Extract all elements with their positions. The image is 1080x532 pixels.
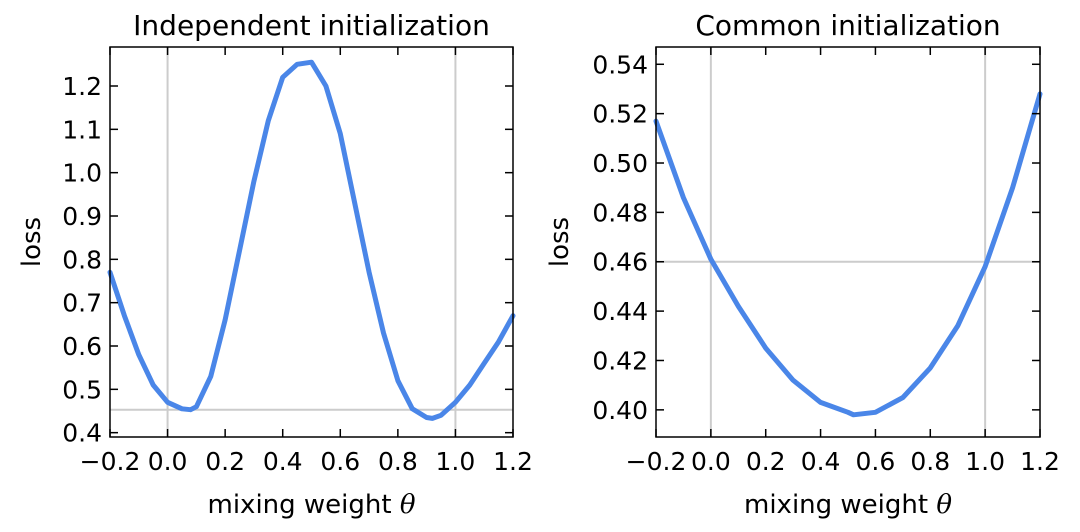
y-tick-label: 0.6: [62, 332, 102, 361]
y-tick-label: 0.7: [62, 289, 102, 318]
x-tick-label: 1.2: [1020, 447, 1060, 476]
y-tick-label: 0.50: [592, 149, 648, 178]
y-tick-label: 0.46: [592, 248, 648, 277]
y-tick-label: 1.1: [62, 115, 102, 144]
chart-title: Common initialization: [695, 9, 1000, 42]
x-tick-label: 0.8: [378, 447, 418, 476]
y-tick-label: 0.52: [592, 100, 648, 129]
y-tick-label: 0.42: [592, 346, 648, 375]
x-tick-label: 0.4: [263, 447, 303, 476]
series-line-loss: [107, 59, 516, 421]
series-line-loss: [653, 91, 1043, 418]
y-tick-label: 1.2: [62, 72, 102, 101]
x-tick-label: 0.0: [691, 447, 731, 476]
plot-frame: [655, 46, 1041, 438]
x-tick-label: 0.6: [856, 447, 896, 476]
y-axis-label: loss: [545, 217, 575, 267]
y-tick-label: 0.8: [62, 245, 102, 274]
y-tick-label: 0.48: [592, 198, 648, 227]
y-tick-label: 0.54: [592, 50, 648, 79]
y-tick-label: 1.0: [62, 159, 102, 188]
x-tick-label: 0.8: [910, 447, 950, 476]
x-tick-label: −0.2: [626, 447, 687, 476]
y-tick-label: 0.4: [62, 419, 102, 448]
x-axis-label: mixing weight θ: [208, 490, 416, 520]
x-tick-label: 0.2: [205, 447, 245, 476]
x-tick-label: 0.6: [320, 447, 360, 476]
x-tick-label: 1.0: [436, 447, 476, 476]
panel-2: −0.2 0.0 0.2 0.4 0.6 0.8 1.0 1.2 0.40 0.42 0.44 0.4…: [545, 9, 1060, 520]
x-tick-label: 1.2: [493, 447, 533, 476]
chart-title: Independent initialization: [133, 9, 490, 42]
x-tick-label: 0.0: [148, 447, 188, 476]
y-tick-label: 0.40: [592, 396, 648, 425]
y-axis-label: loss: [17, 217, 47, 267]
y-tick-label: 0.9: [62, 202, 102, 231]
panel-1: −0.2 0.0 0.2 0.4 0.6 0.8 1.0 1.2 0.4 0.5 0.6 0.7 0.8…: [17, 9, 533, 520]
plot-frame: [109, 46, 514, 438]
x-tick-label: 1.0: [965, 447, 1005, 476]
y-tick-label: 0.5: [62, 375, 102, 404]
x-axis-label: mixing weight θ: [744, 490, 952, 520]
y-tick-label: 0.44: [592, 297, 648, 326]
x-tick-label: 0.2: [746, 447, 786, 476]
x-tick-label: 0.4: [801, 447, 841, 476]
x-tick-label: −0.2: [80, 447, 141, 476]
